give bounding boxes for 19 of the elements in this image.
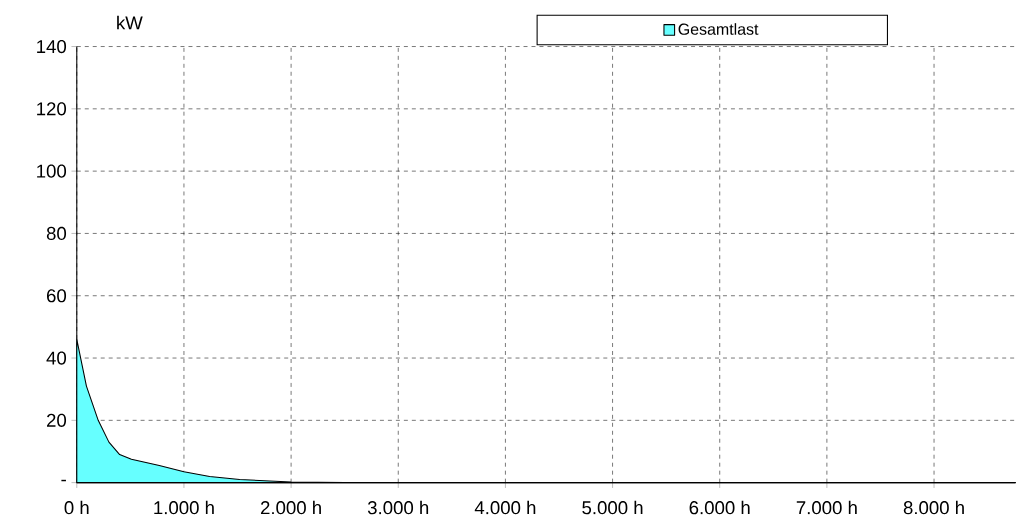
y-axis-title: kW — [117, 16, 143, 30]
legend-label: Gesamtlast — [678, 23, 759, 36]
x-tick-label: 2.000 h — [260, 500, 321, 515]
y-tick-label: 80 — [46, 227, 67, 241]
y-tick-label: 60 — [47, 289, 67, 303]
x-tick-label: 7.000 h — [796, 500, 857, 515]
x-tick-label: 0 h — [64, 500, 89, 515]
y-tick-label: 140 — [37, 40, 67, 54]
x-tick-label: 8.000 h — [903, 500, 964, 515]
x-tick-label: 4.000 h — [474, 500, 536, 515]
y-tick-label: 40 — [46, 351, 67, 365]
y-tick-label: - — [61, 480, 66, 482]
y-tick-label: 120 — [37, 102, 67, 116]
x-tick-label: 3.000 h — [367, 500, 429, 515]
x-tick-label: 6.000 h — [689, 500, 750, 515]
y-tick-label: 20 — [47, 413, 67, 428]
x-tick-label: 5.000 h — [582, 500, 643, 515]
y-tick-label: 100 — [37, 164, 67, 178]
x-tick-label: 1.000 h — [154, 500, 214, 515]
